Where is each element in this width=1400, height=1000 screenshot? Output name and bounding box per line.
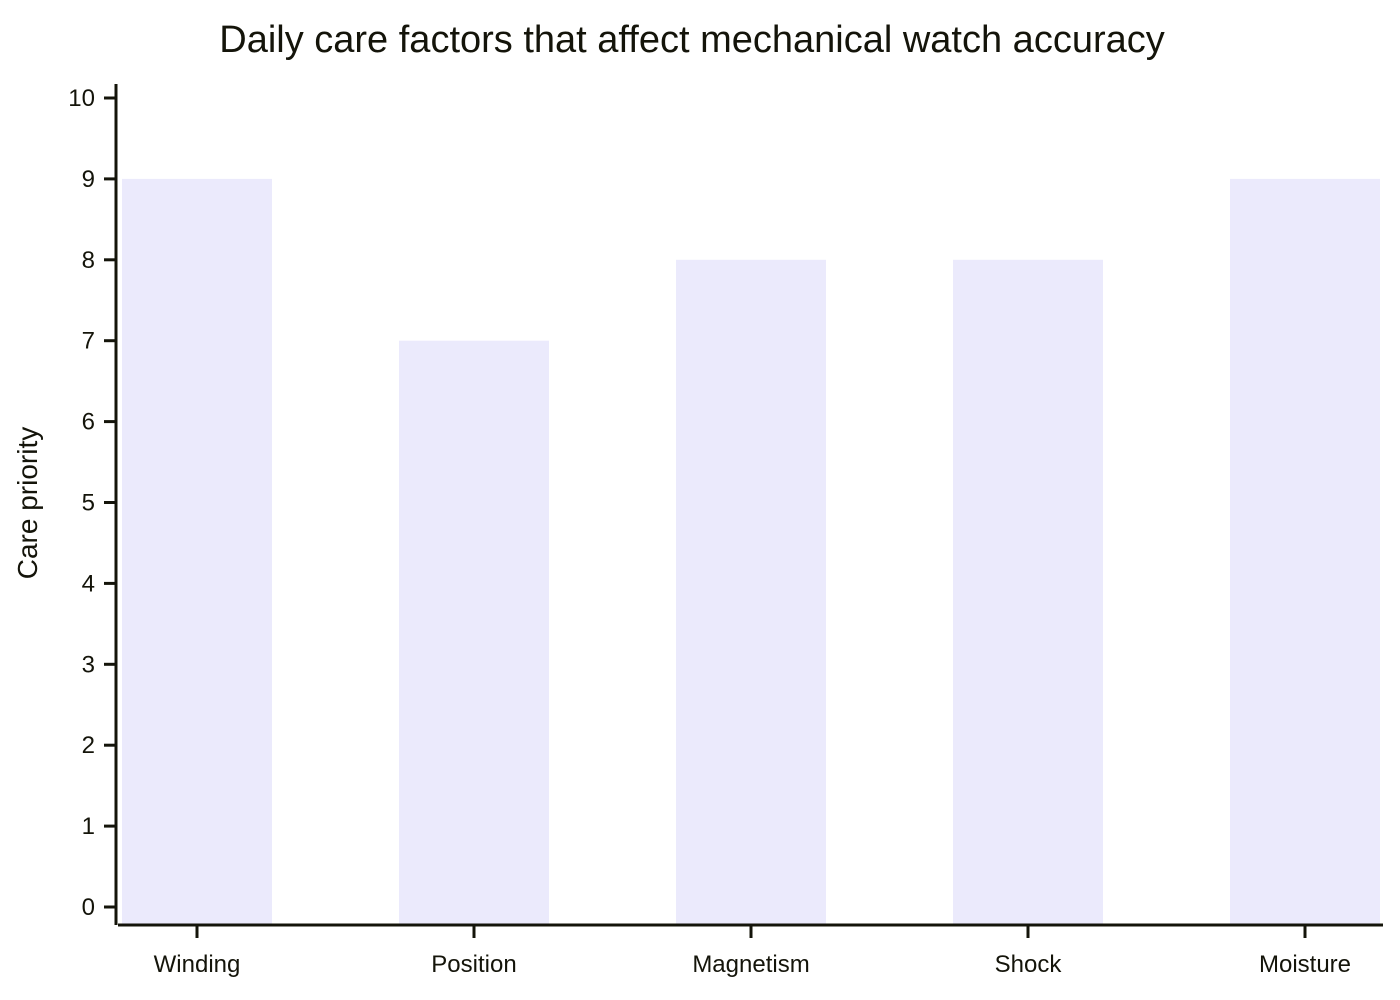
bar-winding xyxy=(122,178,272,925)
y-tick-label: 5 xyxy=(82,490,95,517)
bar-moisture xyxy=(1230,178,1380,925)
y-tick-label: 9 xyxy=(82,166,95,193)
x-tick-label-shock: Shock xyxy=(995,951,1063,978)
y-tick-label: 8 xyxy=(82,247,95,274)
chart-title: Daily care factors that affect mechanica… xyxy=(219,19,1165,61)
y-axis-ticks: 0 1 2 3 4 5 6 7 8 9 10 xyxy=(68,85,116,921)
bar-magnetism xyxy=(676,259,826,925)
y-tick-label: 6 xyxy=(82,409,95,436)
y-tick-label: 7 xyxy=(82,328,95,355)
y-axis-label: Care priority xyxy=(12,427,43,579)
x-tick-label-magnetism: Magnetism xyxy=(692,951,809,978)
x-axis-ticks: Winding Position Magnetism Shock Moisture xyxy=(154,925,1351,978)
y-tick-label: 0 xyxy=(82,894,95,921)
bars xyxy=(122,178,1380,925)
y-tick-label: 10 xyxy=(68,85,95,112)
y-tick-label: 3 xyxy=(82,651,95,678)
x-tick-label-moisture: Moisture xyxy=(1259,951,1351,978)
y-tick-label: 4 xyxy=(82,570,95,597)
y-tick-label: 2 xyxy=(82,732,95,759)
x-tick-label-position: Position xyxy=(431,951,516,978)
x-tick-label-winding: Winding xyxy=(154,951,241,978)
bar-shock xyxy=(953,259,1103,925)
bar-position xyxy=(399,340,549,925)
y-tick-label: 1 xyxy=(82,813,95,840)
